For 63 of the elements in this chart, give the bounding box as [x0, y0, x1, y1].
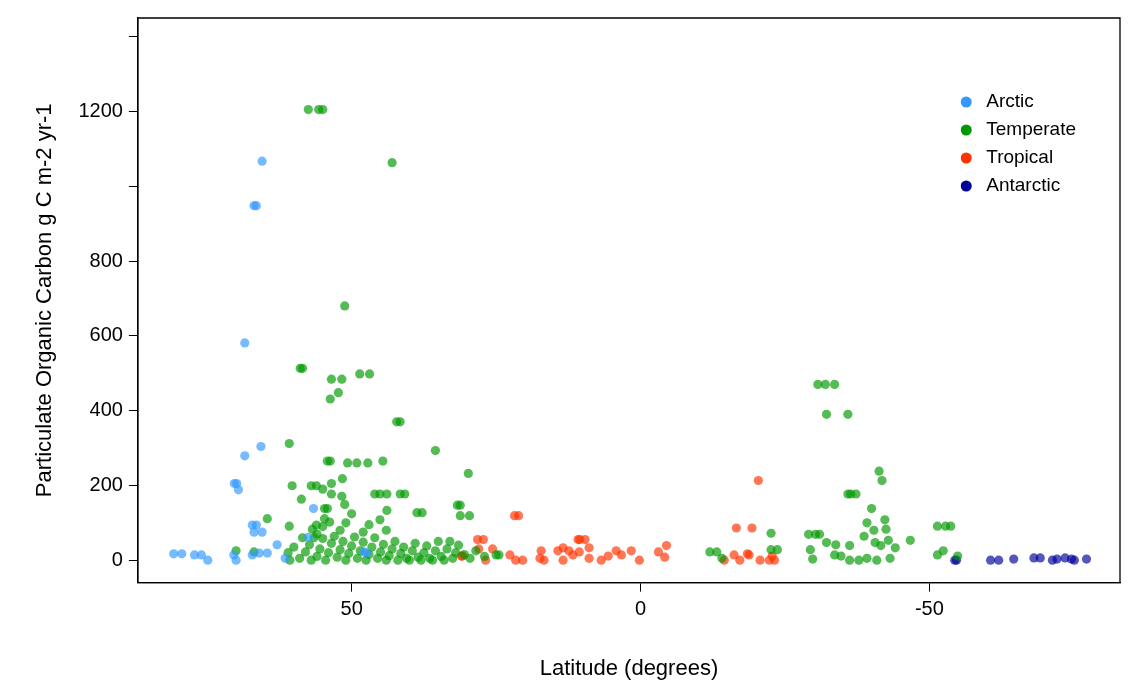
point [584, 543, 594, 553]
point [231, 555, 241, 565]
x-axis-title: Latitude (degrees) [539, 654, 719, 680]
point [1035, 553, 1045, 563]
legend-label: Temperate [986, 118, 1077, 140]
point [731, 523, 741, 533]
y-tick-label: 800 [89, 248, 123, 271]
legend-label: Arctic [986, 90, 1034, 112]
point [262, 548, 272, 558]
point [584, 553, 594, 563]
point [257, 527, 267, 537]
point [254, 548, 264, 558]
legend-label: Tropical [986, 146, 1054, 168]
legend-label: Antarctic [986, 174, 1061, 196]
point [280, 553, 290, 563]
point [240, 338, 250, 348]
point [985, 555, 996, 565]
point [257, 156, 267, 166]
point [626, 546, 636, 556]
point [1009, 554, 1019, 564]
point [1081, 554, 1092, 564]
point [169, 549, 179, 559]
point [272, 540, 282, 550]
point [653, 547, 664, 557]
point [755, 555, 765, 565]
point [308, 503, 319, 514]
point [536, 546, 546, 556]
point [303, 532, 313, 542]
point [580, 535, 590, 545]
x-tick-label: -50 [914, 597, 944, 620]
point [660, 552, 670, 562]
y-tick-label: 1200 [78, 98, 123, 121]
point [535, 553, 545, 563]
point [249, 527, 259, 537]
point [596, 555, 606, 565]
point [518, 555, 528, 565]
point [478, 535, 488, 545]
point [203, 555, 213, 565]
point [616, 550, 627, 560]
point [240, 451, 250, 461]
point [753, 475, 763, 486]
y-tick-label: 200 [89, 472, 123, 495]
point [634, 555, 644, 565]
y-tick-label: 400 [89, 398, 123, 421]
point [574, 547, 584, 557]
point [196, 550, 207, 560]
point [729, 550, 739, 560]
point [661, 540, 672, 551]
y-axis-title: Particulate Organic Carbon g C m-2 yr-1 [31, 103, 57, 498]
y-tick-label: 0 [111, 547, 123, 570]
x-tick-label: 0 [634, 597, 647, 620]
point [256, 441, 266, 452]
y-tick-label: 600 [89, 323, 123, 346]
point [233, 485, 244, 495]
point [514, 511, 524, 521]
point [735, 555, 745, 565]
point [747, 523, 757, 533]
point [603, 551, 613, 561]
x-tick-label: 50 [340, 597, 363, 620]
point [558, 555, 568, 565]
point [1052, 554, 1062, 564]
point [994, 555, 1004, 565]
point [177, 549, 187, 559]
